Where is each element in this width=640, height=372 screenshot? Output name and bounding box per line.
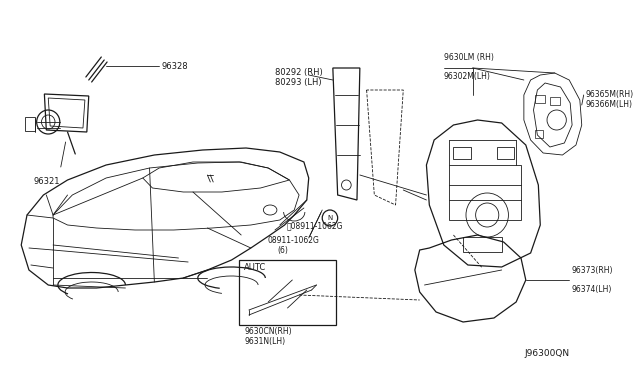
Bar	[453, 147, 471, 159]
Text: 96321: 96321	[33, 177, 60, 186]
Text: 96302M(LH): 96302M(LH)	[444, 72, 491, 81]
Text: 96328: 96328	[161, 61, 188, 71]
Text: AUTC: AUTC	[244, 263, 266, 272]
Text: J96300QN: J96300QN	[524, 349, 569, 358]
Text: 9630CN(RH): 9630CN(RH)	[244, 327, 292, 336]
Text: 96374(LH): 96374(LH)	[571, 285, 611, 294]
Text: 80293 (LH): 80293 (LH)	[275, 78, 321, 87]
Bar	[536, 95, 545, 103]
Text: 96366M(LH): 96366M(LH)	[586, 100, 632, 109]
Bar	[550, 97, 559, 105]
Text: 96365M(RH): 96365M(RH)	[586, 90, 634, 99]
Bar	[497, 147, 514, 159]
Text: (6): (6)	[277, 246, 288, 255]
Bar	[536, 130, 543, 138]
Bar	[25, 117, 35, 131]
Bar	[239, 260, 336, 325]
Text: 9631N(LH): 9631N(LH)	[244, 337, 285, 346]
Bar	[449, 165, 521, 220]
Text: 96373(RH): 96373(RH)	[571, 266, 612, 275]
Text:  08911-1062G:  08911-1062G	[287, 221, 343, 231]
Text: 9630LM (RH): 9630LM (RH)	[444, 53, 493, 62]
Bar	[463, 237, 502, 252]
Text: 80292 (RH): 80292 (RH)	[275, 68, 323, 77]
Text: 08911-1062G: 08911-1062G	[268, 236, 319, 245]
Text: N: N	[327, 215, 333, 221]
